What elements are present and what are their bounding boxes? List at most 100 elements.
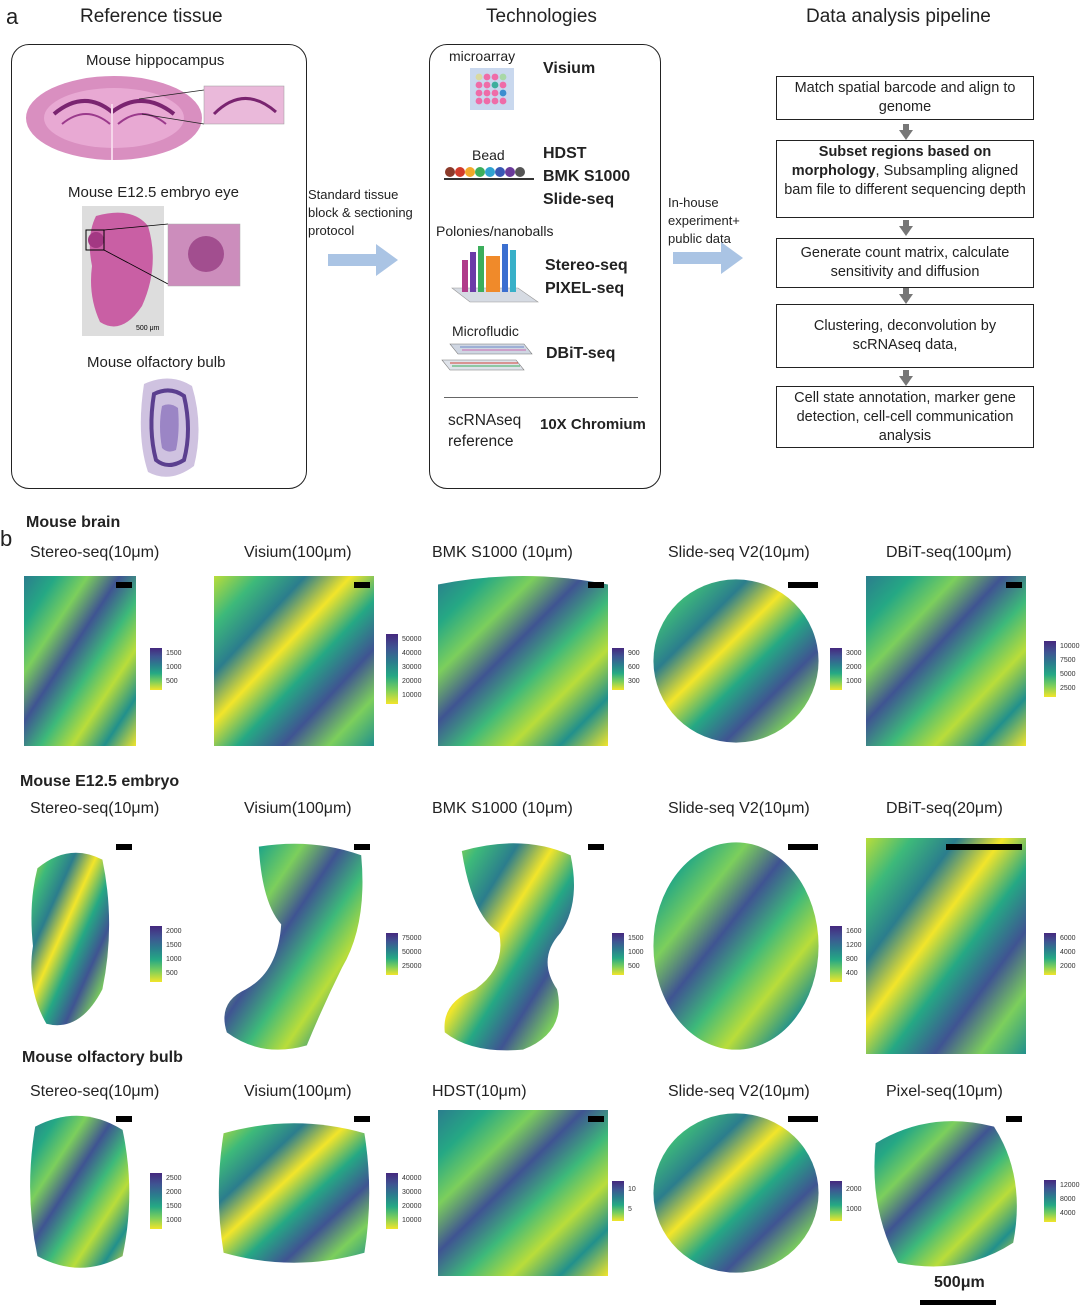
- colorbar-tick: 300: [628, 678, 640, 685]
- tech-label-polonies: Polonies/nanoballs: [436, 223, 554, 239]
- bead-icon: [444, 167, 534, 180]
- plot-scale-bar: [354, 1116, 370, 1122]
- plot-title: Slide-seq V2(10μm): [668, 800, 810, 817]
- tech-label-bead: Bead: [472, 147, 505, 163]
- colorbar-tick: 1500: [166, 650, 182, 657]
- down-arrow-icon: [899, 370, 913, 386]
- colorbar: [1044, 933, 1056, 975]
- colorbar-tick: 5000: [1060, 671, 1076, 678]
- pipeline-step-2-text: Subsampling aligned bam file to differen…: [784, 163, 1026, 198]
- colorbar-tick: 2500: [166, 1175, 182, 1182]
- plot-scale-bar: [588, 582, 604, 588]
- colorbar-tick: 1000: [166, 1217, 182, 1224]
- ref-label-hippocampus: Mouse hippocampus: [86, 52, 225, 69]
- down-arrow-icon: [899, 220, 913, 236]
- colorbar-tick: 20000: [402, 1203, 422, 1210]
- arrow-right-icon-2: [673, 242, 743, 274]
- panel-b-letter: b: [0, 526, 13, 551]
- colorbar-tick: 1000: [628, 949, 644, 956]
- microfluidic-icon: [441, 343, 533, 371]
- colorbar-tick: 1000: [846, 1206, 862, 1213]
- colorbar-tick: 1600: [846, 928, 862, 935]
- plot-scale-bar: [354, 844, 370, 850]
- spatial-map-image: [24, 576, 136, 746]
- plot-title: Visium(100μm): [244, 800, 352, 817]
- scale-bar: [920, 1300, 996, 1305]
- colorbar: [830, 1181, 842, 1221]
- spatial-map-image: [866, 576, 1026, 746]
- colorbar-tick: 75000: [402, 935, 422, 942]
- colorbar-tick: 1000: [166, 664, 182, 671]
- spatial-map-image: [214, 576, 374, 746]
- colorbar: [150, 926, 162, 982]
- colorbar: [830, 648, 842, 690]
- tech-names-bead: HDST BMK S1000 Slide-seq: [543, 145, 631, 208]
- colorbar: [830, 926, 842, 982]
- plot-title: DBiT-seq(100μm): [886, 544, 1012, 561]
- spatial-map-image: [438, 1110, 608, 1276]
- colorbar-tick: 1500: [166, 1203, 182, 1210]
- colorbar: [1044, 1180, 1056, 1222]
- spatial-map-image: [438, 576, 608, 746]
- plot-title: Stereo-seq(10μm): [30, 800, 160, 817]
- spatial-map-image: [653, 1113, 819, 1273]
- colorbar: [150, 1173, 162, 1229]
- plot-scale-bar: [116, 844, 132, 850]
- svg-text:500 μm: 500 μm: [136, 325, 160, 332]
- colorbar-tick: 2000: [166, 1189, 182, 1196]
- colorbar: [150, 648, 162, 690]
- plot-title: Slide-seq V2(10μm): [668, 1083, 810, 1100]
- colorbar: [612, 933, 624, 975]
- colorbar-tick: 2500: [1060, 685, 1076, 692]
- colorbar-tick: 900: [628, 650, 640, 657]
- colorbar-tick: 2000: [1060, 963, 1076, 970]
- colorbar-tick: 30000: [402, 1189, 422, 1196]
- colorbar-tick: 8000: [1060, 1196, 1076, 1203]
- colorbar-tick: 2000: [846, 664, 862, 671]
- down-arrow-icon: [899, 124, 913, 140]
- colorbar: [612, 648, 624, 690]
- polonies-icon: [451, 244, 539, 303]
- pipeline-step-3: Generate count matrix, calculate sensiti…: [776, 238, 1034, 288]
- colorbar-tick: 10000: [402, 692, 422, 699]
- colorbar-tick: 10000: [1060, 643, 1080, 650]
- arrow-right-icon: [328, 244, 398, 276]
- arrow1-text: Standard tissue block & sectioning proto…: [308, 187, 413, 238]
- olfactory-bulb-image: [140, 378, 199, 477]
- pipeline-step-1: Match spatial barcode and align to genom…: [776, 76, 1034, 120]
- colorbar-tick: 1200: [846, 942, 862, 949]
- spatial-map-image: [218, 1123, 370, 1263]
- row-title: Mouse E12.5 embryo: [20, 773, 180, 790]
- pipeline-step-2: Subset regions based on morphology, Subs…: [776, 140, 1034, 218]
- colorbar-tick: 600: [628, 664, 640, 671]
- technologies-title: Technologies: [486, 6, 597, 27]
- colorbar-tick: 5: [628, 1206, 632, 1213]
- tech-names-polonies: Stereo-seq PIXEL-seq: [545, 257, 628, 297]
- colorbar-tick: 40000: [402, 650, 422, 657]
- row-title: Mouse olfactory bulb: [22, 1049, 183, 1066]
- colorbar-tick: 1000: [166, 956, 182, 963]
- plot-title: DBiT-seq(20μm): [886, 800, 1003, 817]
- spatial-map-image: [224, 843, 363, 1050]
- plot-scale-bar: [354, 582, 370, 588]
- arrow2-text: In-house experiment+ public data: [668, 195, 740, 246]
- row-title: Mouse brain: [26, 514, 121, 531]
- spatial-map-image: [866, 838, 1026, 1054]
- colorbar-tick: 10000: [402, 1217, 422, 1224]
- plot-scale-bar: [1006, 1116, 1022, 1122]
- embryo-eye-image: 500 μm: [82, 206, 241, 336]
- colorbar-tick: 1500: [166, 942, 182, 949]
- panel-a-letter: a: [6, 4, 19, 29]
- plot-scale-bar: [788, 844, 818, 850]
- spatial-map-image: [874, 1121, 1017, 1267]
- plot-scale-bar: [788, 582, 818, 588]
- colorbar-tick: 7500: [1060, 657, 1076, 664]
- plot-title: Stereo-seq(10μm): [30, 1083, 160, 1100]
- down-arrow-icon: [899, 288, 913, 304]
- colorbar: [386, 933, 398, 975]
- colorbar-tick: 1500: [628, 935, 644, 942]
- colorbar-tick: 10: [628, 1186, 636, 1193]
- tech-label-microfluidic: Microfludic: [452, 323, 519, 339]
- colorbar-tick: 400: [846, 970, 858, 977]
- tech-label-scrnaseq: scRNAseq reference: [448, 412, 522, 450]
